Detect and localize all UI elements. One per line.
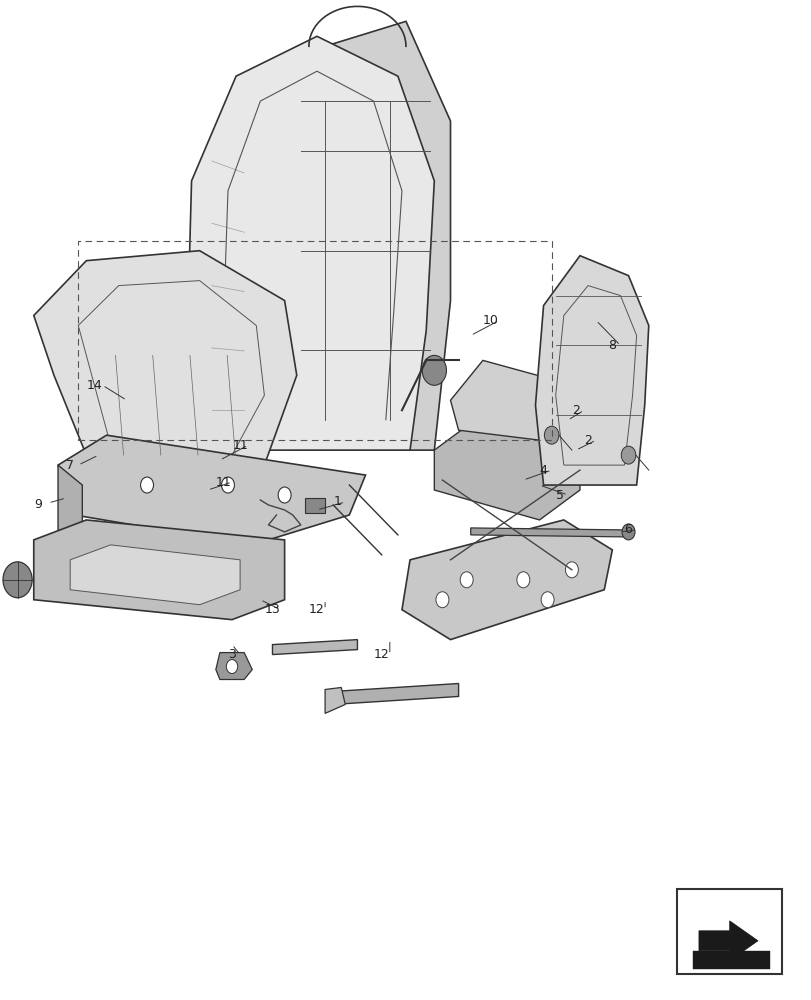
Bar: [693, 951, 769, 969]
Polygon shape: [333, 683, 458, 704]
Circle shape: [460, 572, 473, 588]
Text: 9: 9: [34, 498, 41, 511]
Polygon shape: [58, 435, 365, 545]
Circle shape: [564, 562, 577, 578]
Text: 6: 6: [624, 523, 632, 536]
Text: 12: 12: [309, 603, 324, 616]
Polygon shape: [434, 420, 579, 520]
Text: 11: 11: [232, 439, 247, 452]
Circle shape: [3, 562, 32, 598]
Text: 7: 7: [66, 459, 74, 472]
Polygon shape: [34, 251, 296, 505]
Circle shape: [620, 446, 635, 464]
Circle shape: [540, 592, 553, 608]
Polygon shape: [324, 687, 345, 713]
Text: 13: 13: [264, 603, 280, 616]
Polygon shape: [58, 465, 82, 565]
Text: 12: 12: [373, 648, 389, 661]
Polygon shape: [698, 921, 757, 961]
Circle shape: [621, 524, 634, 540]
Polygon shape: [187, 36, 434, 450]
Text: 8: 8: [607, 339, 616, 352]
Text: 5: 5: [555, 489, 563, 502]
Polygon shape: [277, 21, 450, 450]
Text: 1: 1: [333, 495, 341, 508]
Polygon shape: [272, 640, 357, 655]
Bar: [676, 889, 781, 974]
Circle shape: [226, 660, 238, 674]
Bar: [304, 498, 324, 513]
Polygon shape: [216, 653, 252, 680]
Polygon shape: [534, 256, 648, 485]
Polygon shape: [450, 360, 563, 440]
Text: 3: 3: [228, 648, 236, 661]
Text: 2: 2: [571, 404, 579, 417]
Circle shape: [221, 477, 234, 493]
Text: 2: 2: [583, 434, 591, 447]
Circle shape: [436, 592, 448, 608]
Circle shape: [140, 477, 153, 493]
Circle shape: [543, 365, 567, 395]
Circle shape: [543, 426, 558, 444]
Text: 14: 14: [87, 379, 102, 392]
Circle shape: [422, 355, 446, 385]
Polygon shape: [70, 545, 240, 605]
Polygon shape: [470, 528, 624, 537]
Text: 10: 10: [483, 314, 498, 327]
Polygon shape: [401, 520, 611, 640]
Polygon shape: [34, 520, 285, 620]
Circle shape: [517, 572, 529, 588]
Text: 4: 4: [539, 464, 547, 477]
Text: 11: 11: [216, 476, 231, 489]
Circle shape: [278, 487, 290, 503]
